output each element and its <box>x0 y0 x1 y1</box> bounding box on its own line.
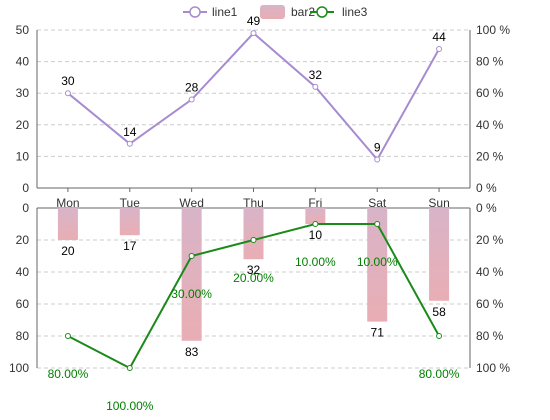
top-right-tick: 20 % <box>476 149 504 163</box>
line1-path <box>67 31 440 162</box>
line1-data-label: 28 <box>185 81 199 95</box>
legend-line1-marker <box>189 6 201 18</box>
top-right-tick: 80 % <box>476 55 504 69</box>
bar2-bar <box>243 208 264 260</box>
bottom-right-tick: 80 % <box>476 329 504 343</box>
x-category-label: Sun <box>428 196 449 210</box>
line3-point <box>64 333 71 339</box>
line1-data-label: 9 <box>374 141 381 155</box>
bar2-bar <box>181 208 202 341</box>
bar2-bar <box>119 208 140 236</box>
bottom-left-tick: 20 <box>16 233 30 247</box>
x-category-label: Thu <box>243 196 264 210</box>
line3-point <box>312 221 319 227</box>
legend-bar2-swatch <box>260 5 285 19</box>
line3-data-label: 100.00% <box>106 399 154 413</box>
x-category-label: Mon <box>56 196 79 210</box>
x-category-label: Tue <box>120 196 141 210</box>
bar2-data-label: 32 <box>247 263 261 277</box>
top-right-tick: 100 % <box>476 23 510 37</box>
line3-point <box>188 253 195 259</box>
line1-point <box>188 96 195 103</box>
bar2-data-label: 71 <box>371 326 385 340</box>
x-category-label: Sat <box>368 196 387 210</box>
top-left-tick: 0 <box>22 181 29 195</box>
line1-point <box>312 83 319 90</box>
line1-point <box>436 45 443 52</box>
line1-data-label: 14 <box>123 125 137 139</box>
top-left-tick: 10 <box>16 149 30 163</box>
line3-point <box>374 221 381 227</box>
bottom-left-tick: 60 <box>16 297 30 311</box>
bottom-left-tick: 80 <box>16 329 30 343</box>
bar2-bar <box>367 208 388 322</box>
line3-data-label: 80.00% <box>419 367 460 381</box>
line3-data-label: 80.00% <box>48 367 89 381</box>
bottom-right-tick: 60 % <box>476 297 504 311</box>
bar2-data-label: 17 <box>123 239 137 253</box>
line1-point <box>126 140 133 147</box>
legend-line1-label: line1 <box>212 5 238 19</box>
top-left-tick: 30 <box>16 86 30 100</box>
line3-point <box>436 333 443 339</box>
bottom-right-tick: 0 % <box>476 201 497 215</box>
bar2-data-label: 10 <box>309 228 323 242</box>
bar2-bar <box>305 208 326 224</box>
top-right-tick: 40 % <box>476 118 504 132</box>
bottom-left-tick: 0 <box>22 201 29 215</box>
line3-data-label: 10.00% <box>357 255 398 269</box>
top-right-tick: 60 % <box>476 86 504 100</box>
legend-line3-label: line3 <box>342 5 368 19</box>
line1-data-label: 30 <box>61 74 75 88</box>
bottom-right-tick: 20 % <box>476 233 504 247</box>
line3-data-label: 30.00% <box>171 287 212 301</box>
bottom-left-tick: 40 <box>16 265 30 279</box>
bottom-right-tick: 40 % <box>476 265 504 279</box>
bar2-data-label: 20 <box>61 244 75 258</box>
top-left-tick: 50 <box>16 23 30 37</box>
line1-point <box>64 90 71 97</box>
bar2-data-label: 58 <box>432 305 446 319</box>
line1-data-label: 44 <box>432 30 446 44</box>
bar2-bar <box>429 208 450 301</box>
line3-data-label: 10.00% <box>295 255 336 269</box>
line3-point <box>126 365 133 371</box>
bar2-data-label: 83 <box>185 345 199 359</box>
top-left-tick: 40 <box>16 55 30 69</box>
bottom-left-tick: 100 <box>9 361 29 375</box>
x-category-label: Wed <box>179 196 203 210</box>
line3-point <box>250 237 257 243</box>
x-category-label: Fri <box>308 196 322 210</box>
line1-data-label: 32 <box>309 68 323 82</box>
legend-line3-marker <box>316 6 328 18</box>
line1-data-label: 49 <box>247 14 261 28</box>
top-right-tick: 0 % <box>476 181 497 195</box>
bottom-right-tick: 100 % <box>476 361 510 375</box>
line3-data-label: 20.00% <box>233 271 274 285</box>
bar2-bar <box>57 208 78 240</box>
line1-point <box>250 30 257 37</box>
line1-point <box>374 156 381 163</box>
legend-bar2-label: bar2 <box>291 5 315 19</box>
top-left-tick: 20 <box>16 118 30 132</box>
